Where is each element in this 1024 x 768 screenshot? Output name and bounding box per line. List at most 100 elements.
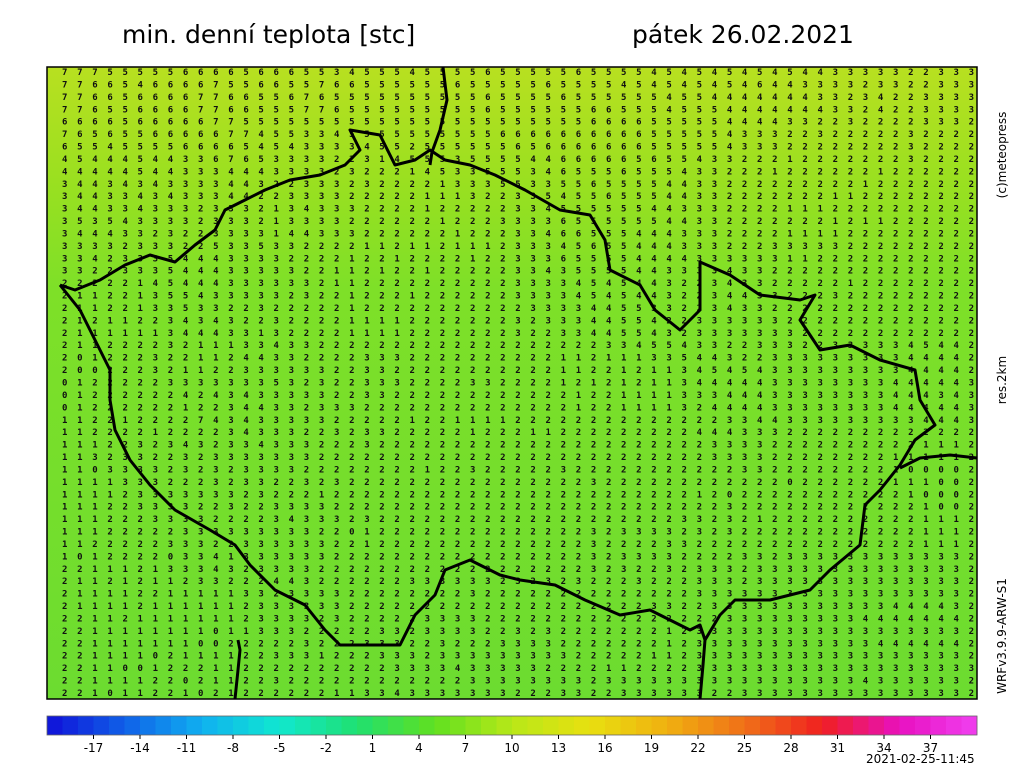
colorbar-cell [62, 716, 79, 735]
grid-row: 1122222333223333332212222222222222232222… [62, 540, 974, 550]
colorbar-cell [496, 716, 513, 735]
colorbar-tick-label: -5 [274, 741, 286, 755]
grid-row: 2211111111011333222223323333223232222222… [62, 627, 974, 637]
colorbar-tick-label: 4 [415, 741, 423, 755]
title: min. denní teplota [stc] [122, 20, 415, 49]
colorbar-tick-label: 25 [737, 741, 752, 755]
colorbar-cell [729, 716, 745, 735]
grid-row: 1112222233333333322012222222222222232333… [62, 528, 974, 538]
grid-row: 1122221222234333223233222221222112222222… [62, 428, 974, 438]
colorbar-cell [171, 716, 187, 735]
colorbar-cell [744, 716, 761, 735]
colorbar-cell [140, 716, 156, 735]
colorbar-cell [434, 716, 451, 735]
colorbar-cell [543, 716, 559, 735]
grid-row: 1112232343233433322232222222222222222222… [62, 441, 974, 451]
grid-row: 2111111344433132222111122222223223344554… [62, 329, 974, 339]
colorbar-tick-label: -8 [227, 741, 239, 755]
colorbar-cell [279, 716, 296, 735]
colorbar-cell [589, 716, 606, 735]
colorbar-cell [667, 716, 683, 735]
grid-row: 3535433332333213333222222122233336555555… [62, 217, 974, 227]
grid-row: 1132332232333333322222222222222222222222… [62, 453, 974, 463]
grid-row: 2211211111112333323222223333222222222222… [62, 614, 974, 624]
colorbar-cell [946, 716, 962, 735]
colorbar-cell [481, 716, 497, 735]
colorbar-cell [682, 716, 699, 735]
region-border [698, 639, 707, 700]
grid-row: 0122222212234433233322222222222222122111… [62, 403, 974, 413]
colorbar-tick-label: -2 [320, 741, 332, 755]
copyright: (c)meteopress [995, 112, 1009, 199]
grid-row: 1122122227434333332222212211112222222222… [62, 416, 974, 426]
grid-row: 0122222242434333332233222222222222122111… [62, 391, 974, 401]
colorbar-cell [78, 716, 94, 735]
colorbar-tick-label: 16 [597, 741, 612, 755]
grid-row: 2112213554333332322122212222223333454544… [62, 292, 974, 302]
colorbar-cell [419, 716, 435, 735]
colorbar-cell [357, 716, 373, 735]
colorbar-tick-label: 7 [462, 741, 470, 755]
colorbar-tick-label: 10 [504, 741, 519, 755]
colorbar-tick-label: -17 [84, 741, 104, 755]
grid-row: 1012222033413333332222222222222222232333… [62, 552, 974, 562]
colorbar-cell [558, 716, 575, 735]
region-border [428, 66, 449, 166]
colorbar-cell [884, 716, 900, 735]
grid-row: 2111121111112333333222222222222222222223… [62, 602, 974, 612]
colorbar-cell [155, 716, 172, 735]
colorbar: -17 -14 -11 -8 -5 -2 1 4 7 10 13 16 19 22 25 28 31 34 37 [46, 715, 978, 755]
colorbar-cell [248, 716, 265, 735]
resolution: res.2km [995, 356, 1009, 404]
grid-row: 2002223211223333332233222222222221122121… [62, 366, 974, 376]
borders [58, 66, 978, 700]
grid-row: 2222214544433333321122222222223333454544… [62, 279, 974, 289]
map-area [46, 66, 978, 700]
grid-row: 7766566667766556765555555555655556555555… [62, 93, 974, 103]
grid-row: 2112121123322244322222233333323232322232… [62, 577, 974, 587]
colorbar-tick-label: -14 [130, 741, 150, 755]
colorbar-cell [202, 716, 218, 735]
colorbar-tick-label: -11 [177, 741, 197, 755]
colorbar-cell [837, 716, 854, 735]
colorbar-cell [713, 716, 730, 735]
grid-row: 1111333222323322323222222222222222232222… [62, 478, 974, 488]
grid-row: 3333233322533533222211211211123334565544… [62, 242, 974, 252]
colorbar-cell [388, 716, 404, 735]
colorbar-cell [47, 716, 63, 735]
grid-row: 2211112202112232222222222223333333323333… [62, 677, 974, 687]
grid-row: 1112233332232233332222222222222222222222… [62, 503, 974, 513]
region-border [233, 639, 242, 700]
grid-row: 3443434333344322333232222133355335565555… [62, 180, 974, 190]
grid-row: 2111122111113323333222222223222222222222… [62, 590, 974, 600]
colorbar-cell [961, 716, 978, 735]
colorbar-cell [341, 716, 358, 735]
colorbar-cell [109, 716, 125, 735]
value-grid: 7775555566665666553455545555655555655554… [62, 68, 974, 699]
colorbar-cell [233, 716, 249, 735]
colorbar-cell [512, 716, 528, 735]
grid-row: 3322333544433333221121221222223343555544… [62, 267, 974, 277]
colorbar-cell [651, 716, 668, 735]
grid-row: 0122222333333353232233322223322221212121… [62, 379, 974, 389]
colorbar-cell [93, 716, 110, 735]
grid-row: 6554555566665454333345525555556566666665… [62, 143, 974, 153]
colorbar-cell [853, 716, 869, 735]
grid-row: 1111233333332322212222222222222222222222… [62, 490, 974, 500]
colorbar-cell [450, 716, 466, 735]
colorbar-cell [806, 716, 823, 735]
colorbar-cell [403, 716, 420, 735]
colorbar-cell [915, 716, 931, 735]
colorbar-tick-label: 1 [369, 741, 377, 755]
colorbar-cell [217, 716, 234, 735]
country-border [58, 128, 937, 647]
grid-row: 3444332322333314433322222212223346655544… [62, 229, 974, 239]
colorbar-cell [822, 716, 838, 735]
colorbar-tick-label: 13 [551, 741, 566, 755]
grid-row: 3342333544433332222122122221223336555544… [62, 254, 974, 264]
colorbar-cell [465, 716, 482, 735]
colorbar-cell [636, 716, 652, 735]
colorbar-cell [760, 716, 776, 735]
colorbar-cell [605, 716, 621, 735]
colorbar-cell [372, 716, 389, 735]
